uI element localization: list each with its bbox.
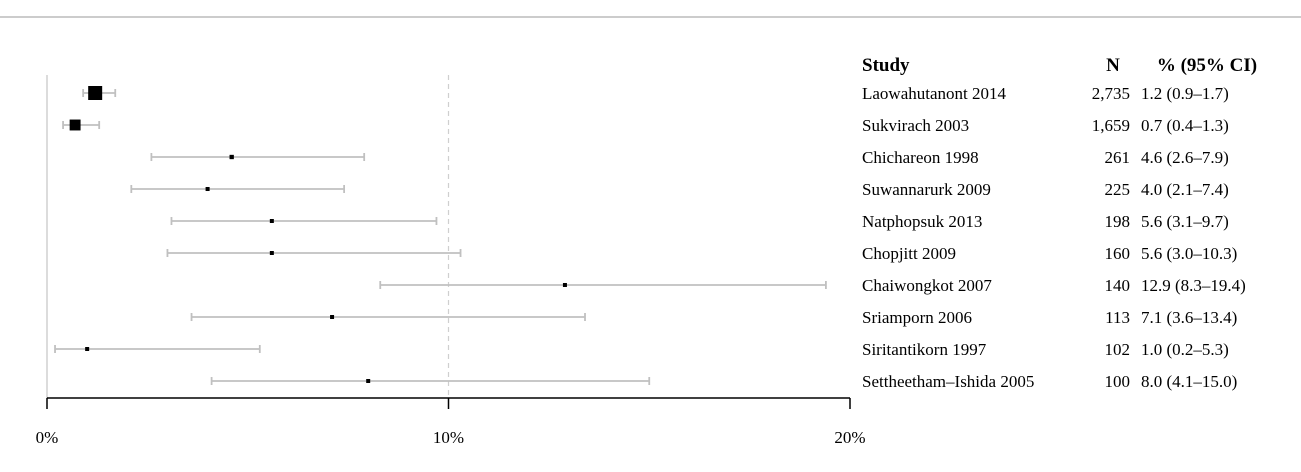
x-tick-label: 20%: [834, 428, 865, 447]
study-row-mark: [130, 185, 346, 193]
study-n: 160: [1105, 244, 1131, 263]
study-n: 102: [1105, 340, 1131, 359]
point-estimate: [85, 347, 90, 351]
study-ci: 5.6 (3.0–10.3): [1141, 244, 1237, 263]
point-estimate: [205, 186, 210, 192]
study-n: 100: [1105, 372, 1131, 391]
study-row-mark: [379, 281, 827, 289]
study-n: 140: [1105, 276, 1131, 295]
study-name: Suwannarurk 2009: [862, 180, 991, 199]
point-estimate: [69, 119, 81, 131]
point-estimate: [269, 219, 274, 223]
study-name: Sukvirach 2003: [862, 116, 969, 135]
study-ci: 1.0 (0.2–5.3): [1141, 340, 1229, 359]
study-name: Natphopsuk 2013: [862, 212, 982, 231]
point-estimate: [229, 154, 234, 160]
study-ci: 8.0 (4.1–15.0): [1141, 372, 1237, 391]
point-estimate: [330, 315, 335, 319]
study-name: Chichareon 1998: [862, 148, 979, 167]
header-n: N: [1106, 55, 1120, 76]
study-row-mark: [150, 153, 366, 161]
study-name: Laowahutanont 2014: [862, 84, 1006, 103]
header-study: Study: [862, 55, 910, 76]
x-tick-label: 0%: [36, 428, 59, 447]
study-ci: 1.2 (0.9–1.7): [1141, 84, 1229, 103]
header-ci: % (95% CI): [1157, 55, 1257, 76]
x-axis-ticks: 0% 10% 20%: [36, 398, 866, 447]
study-row-mark: [190, 313, 586, 321]
study-table: Laowahutanont 2014 2,735 1.2 (0.9–1.7) Sukv…: [862, 84, 1246, 391]
point-estimate: [269, 251, 274, 255]
study-n: 225: [1105, 180, 1131, 199]
study-n: 1,659: [1092, 116, 1130, 135]
study-row-mark: [170, 217, 438, 225]
study-ci: 0.7 (0.4–1.3): [1141, 116, 1229, 135]
study-n: 113: [1105, 308, 1130, 327]
study-name: Sriamporn 2006: [862, 308, 972, 327]
study-ci: 4.0 (2.1–7.4): [1141, 180, 1229, 199]
study-ci: 4.6 (2.6–7.9): [1141, 148, 1229, 167]
study-name: Chopjitt 2009: [862, 244, 956, 263]
x-tick-label: 10%: [433, 428, 464, 447]
study-row-mark: [82, 86, 117, 100]
study-n: 2,735: [1092, 84, 1130, 103]
study-n: 198: [1105, 212, 1131, 231]
study-row-mark: [166, 249, 462, 257]
study-marks: [54, 86, 827, 385]
study-row-mark: [62, 119, 101, 131]
study-n: 261: [1105, 148, 1131, 167]
study-ci: 7.1 (3.6–13.4): [1141, 308, 1237, 327]
study-name: Settheetham–Ishida 2005: [862, 372, 1034, 391]
point-estimate: [88, 86, 103, 100]
study-name: Chaiwongkot 2007: [862, 276, 992, 295]
study-ci: 12.9 (8.3–19.4): [1141, 276, 1246, 295]
point-estimate: [366, 379, 371, 383]
study-name: Siritantikorn 1997: [862, 340, 987, 359]
study-row-mark: [54, 345, 261, 353]
study-ci: 5.6 (3.1–9.7): [1141, 212, 1229, 231]
study-row-mark: [210, 377, 651, 385]
point-estimate: [562, 283, 567, 287]
